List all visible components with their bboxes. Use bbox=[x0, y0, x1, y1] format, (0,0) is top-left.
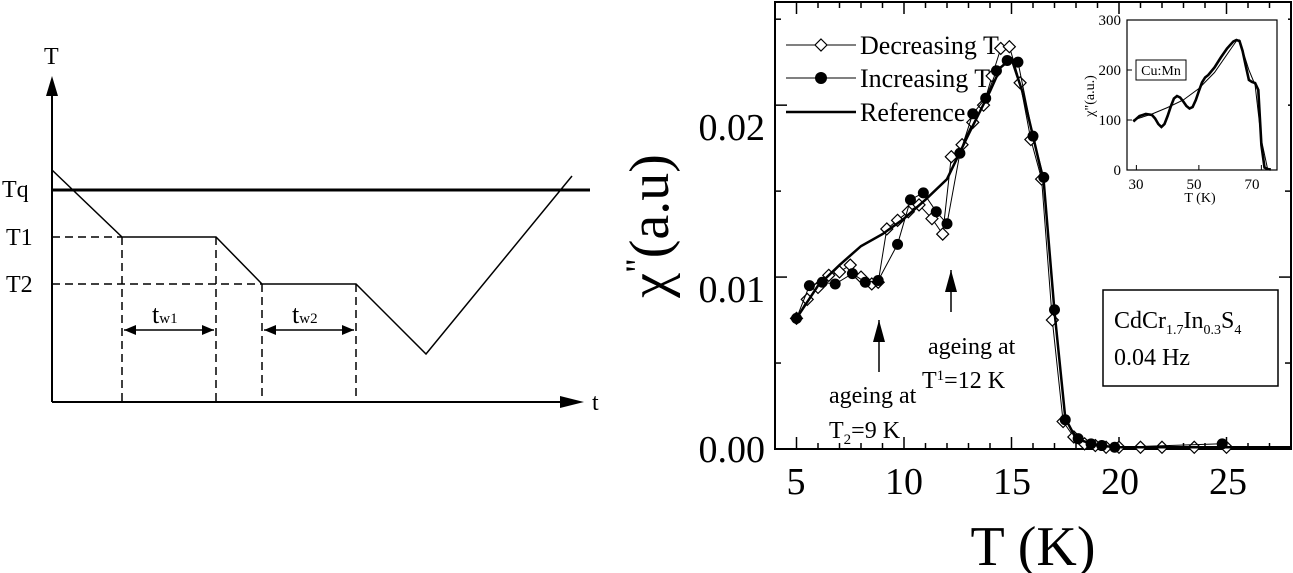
inset-series-reference bbox=[1133, 39, 1269, 170]
point-increasing bbox=[829, 278, 841, 290]
x-tick-label: 5 bbox=[787, 461, 806, 503]
main-chart: 5 10 15 20 25 0.00 0.01 0.02 T (K) χ"(a.… bbox=[618, 1, 1292, 573]
inset-y-tick-label: 0 bbox=[1114, 163, 1122, 179]
svg-text:T1=12 K: T1=12 K bbox=[922, 368, 1006, 394]
x-tick-label: 10 bbox=[885, 461, 923, 503]
x-tick-label: 25 bbox=[1209, 461, 1247, 503]
tw2-arrow bbox=[264, 325, 354, 335]
schematic-x-arrow-icon bbox=[560, 396, 584, 408]
t2-label: T2 bbox=[6, 272, 33, 298]
y-tick-label: 0.02 bbox=[699, 107, 766, 149]
point-decreasing bbox=[890, 213, 905, 228]
inset-series-layer bbox=[1132, 38, 1272, 171]
schematic-y-arrow-icon bbox=[46, 76, 58, 96]
tw1-label: tw1 bbox=[152, 300, 178, 329]
svg-text:ageing at: ageing at bbox=[829, 383, 917, 409]
point-increasing bbox=[859, 276, 871, 288]
inset-y-axis-label: χ"(a.u.) bbox=[1083, 75, 1098, 118]
tw2-label: tw2 bbox=[292, 300, 318, 329]
sample-info-box: CdCr1.7In0.3S4 0.04 Hz bbox=[1102, 289, 1279, 387]
svg-text:ageing at: ageing at bbox=[928, 334, 1016, 360]
legend-label-increasing: Increasing T bbox=[860, 64, 990, 93]
inset-y-tick-label: 300 bbox=[1099, 13, 1122, 29]
annotation-t1-arrow-icon bbox=[945, 270, 957, 292]
point-increasing bbox=[803, 280, 815, 292]
main-series-layer bbox=[789, 39, 1291, 455]
inset-axis-ticks bbox=[1127, 19, 1262, 171]
point-decreasing bbox=[935, 227, 950, 241]
point-increasing bbox=[930, 206, 942, 218]
inset-x-axis-label: T (K) bbox=[1184, 191, 1216, 206]
legend: Decreasing T Increasing T Reference bbox=[786, 31, 999, 127]
schematic-x-label: t bbox=[592, 390, 599, 416]
legend-marker-decreasing bbox=[814, 38, 828, 52]
y-tick-label: 0.00 bbox=[699, 429, 766, 471]
point-increasing bbox=[904, 194, 916, 206]
y-tick-label: 0.01 bbox=[699, 269, 766, 311]
annotation-t2-arrow-icon bbox=[873, 320, 885, 342]
y-axis-label: χ"(a.u) bbox=[618, 154, 681, 299]
inset-x-tick-label: 30 bbox=[1129, 177, 1144, 193]
inset-x-tick-label: 70 bbox=[1245, 177, 1260, 193]
annotation-t2: ageing at T2=9 K bbox=[829, 320, 917, 448]
inset-y-tick-label: 200 bbox=[1099, 63, 1122, 79]
annotation-t1: ageing at T1=12 K bbox=[922, 270, 1016, 394]
sample-frequency: 0.04 Hz bbox=[1114, 345, 1190, 371]
inset-x-tick-label: 50 bbox=[1187, 177, 1202, 193]
schematic-y-label: T bbox=[44, 44, 59, 70]
point-increasing bbox=[872, 275, 884, 287]
point-increasing bbox=[846, 268, 858, 280]
series-line-reference bbox=[795, 56, 1291, 449]
legend-label-decreasing: Decreasing T bbox=[860, 31, 999, 60]
sample-formula: CdCr1.7In0.3S4 bbox=[1114, 308, 1241, 338]
inset-y-tick-label: 100 bbox=[1099, 113, 1122, 129]
tq-label: Tq bbox=[2, 177, 29, 203]
legend-marker-increasing bbox=[815, 72, 827, 84]
x-axis-label: T (K) bbox=[971, 516, 1096, 573]
svg-text:T2=9 K: T2=9 K bbox=[829, 418, 901, 448]
inset-chart: 0 100 200 300 30 50 70 T (K) χ"(a.u.) Cu… bbox=[1080, 13, 1288, 206]
inset-label-box bbox=[1135, 59, 1187, 81]
point-increasing bbox=[917, 187, 929, 199]
t1-label: T1 bbox=[6, 225, 33, 251]
point-increasing bbox=[892, 238, 904, 250]
tw1-arrow bbox=[124, 325, 214, 335]
point-increasing bbox=[1012, 56, 1024, 68]
x-tick-label: 15 bbox=[993, 461, 1031, 503]
x-tick-label: 20 bbox=[1101, 461, 1139, 503]
inset-plot-frame bbox=[1126, 19, 1278, 171]
point-decreasing bbox=[1002, 39, 1017, 54]
schematic-diagram: T t Tq T1 T2 tw1 tw2 bbox=[2, 44, 599, 416]
point-increasing bbox=[967, 108, 979, 120]
point-increasing bbox=[941, 218, 953, 230]
legend-label-reference: Reference bbox=[860, 98, 965, 127]
inset-label-text: Cu:Mn bbox=[1141, 64, 1181, 79]
inset-background bbox=[1080, 15, 1288, 173]
